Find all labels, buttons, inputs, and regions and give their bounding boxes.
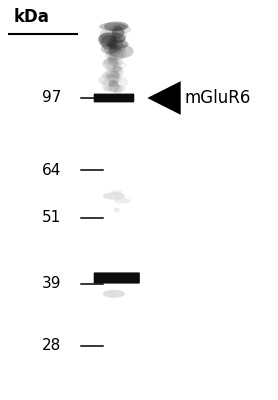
Ellipse shape (110, 24, 131, 34)
Ellipse shape (113, 62, 121, 72)
Ellipse shape (108, 52, 118, 63)
Text: mGluR6: mGluR6 (185, 89, 251, 107)
Ellipse shape (114, 208, 120, 212)
Ellipse shape (109, 44, 134, 58)
Ellipse shape (110, 66, 124, 78)
Ellipse shape (103, 290, 125, 298)
Ellipse shape (103, 192, 125, 200)
Ellipse shape (108, 36, 123, 51)
Ellipse shape (106, 38, 115, 46)
Ellipse shape (109, 42, 125, 53)
Ellipse shape (108, 81, 120, 92)
Ellipse shape (114, 84, 122, 96)
Ellipse shape (107, 54, 116, 63)
Ellipse shape (101, 79, 114, 91)
Ellipse shape (99, 22, 126, 31)
Ellipse shape (106, 48, 127, 60)
Ellipse shape (106, 40, 129, 49)
Ellipse shape (102, 71, 121, 80)
Ellipse shape (108, 38, 123, 50)
Ellipse shape (114, 38, 127, 51)
Ellipse shape (104, 44, 121, 56)
Ellipse shape (108, 80, 118, 87)
Ellipse shape (112, 22, 128, 30)
Ellipse shape (104, 22, 129, 31)
Ellipse shape (98, 32, 117, 47)
Ellipse shape (99, 32, 125, 45)
Ellipse shape (98, 33, 118, 45)
Ellipse shape (104, 84, 125, 92)
Ellipse shape (106, 65, 123, 72)
Ellipse shape (111, 28, 126, 43)
Ellipse shape (108, 44, 116, 54)
Ellipse shape (109, 42, 116, 50)
Ellipse shape (114, 198, 131, 204)
Ellipse shape (110, 33, 126, 43)
Ellipse shape (105, 74, 122, 84)
Ellipse shape (104, 58, 123, 66)
Text: 28: 28 (42, 338, 61, 354)
Ellipse shape (105, 69, 119, 78)
FancyBboxPatch shape (94, 272, 140, 284)
Ellipse shape (112, 26, 124, 39)
Text: 39: 39 (42, 276, 61, 292)
Ellipse shape (101, 44, 118, 54)
Ellipse shape (112, 77, 128, 87)
Text: 51: 51 (42, 210, 61, 226)
Text: 97: 97 (42, 90, 61, 106)
Ellipse shape (111, 190, 122, 194)
Ellipse shape (99, 30, 120, 42)
Ellipse shape (108, 56, 119, 66)
Text: kDa: kDa (14, 8, 50, 26)
Ellipse shape (100, 28, 119, 40)
Ellipse shape (98, 74, 119, 86)
Text: 64: 64 (42, 162, 61, 178)
Ellipse shape (105, 50, 124, 61)
Ellipse shape (107, 71, 120, 83)
Polygon shape (147, 81, 181, 115)
Ellipse shape (113, 66, 122, 75)
Ellipse shape (115, 47, 123, 57)
Ellipse shape (100, 35, 118, 50)
Ellipse shape (102, 58, 118, 70)
FancyBboxPatch shape (94, 94, 134, 102)
